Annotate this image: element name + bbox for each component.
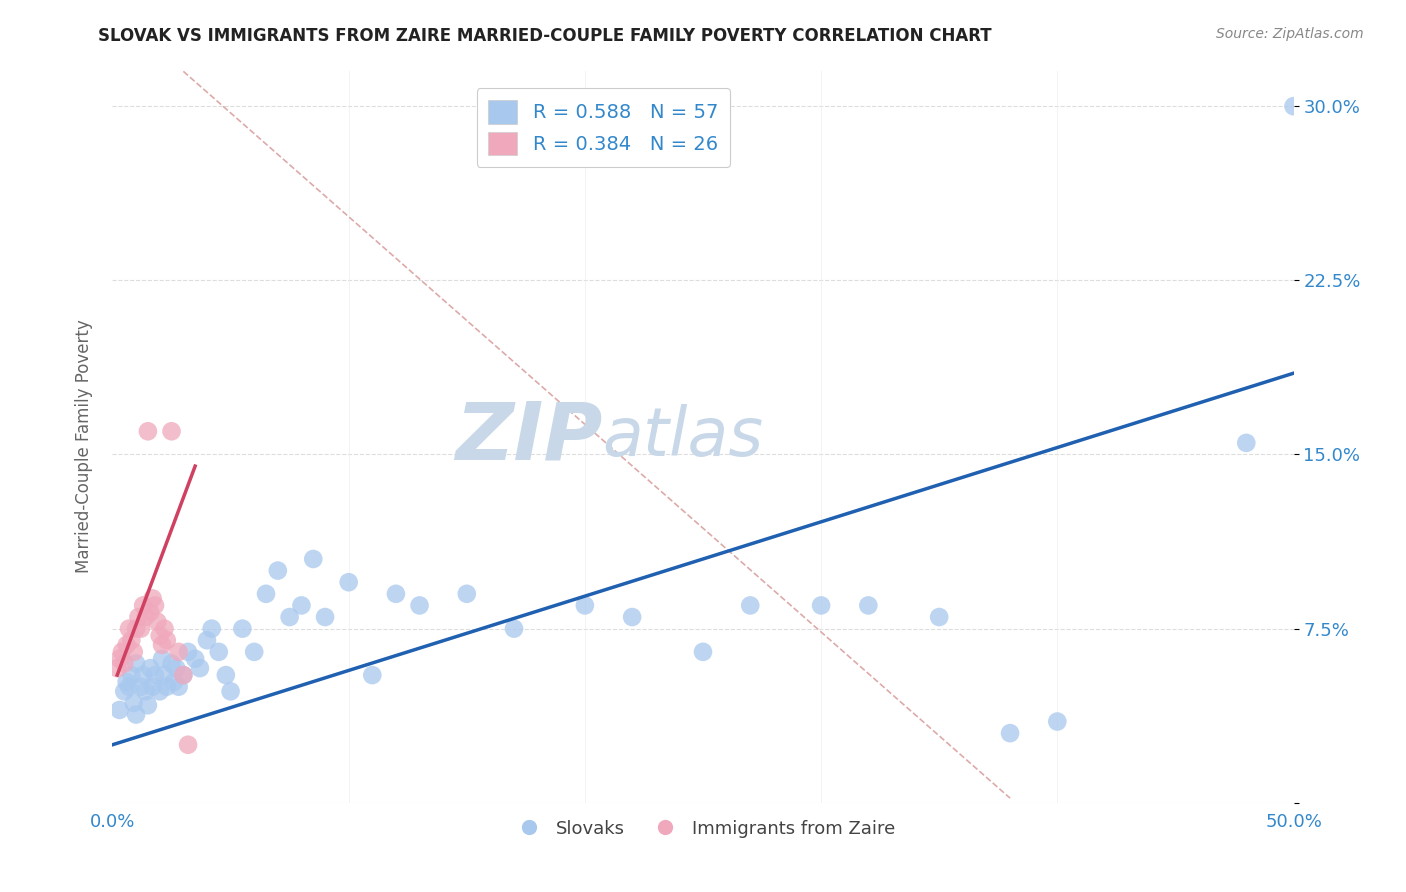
Point [385, 587, 408, 601]
Point [125, 707, 148, 722]
Point [195, 633, 218, 648]
Point [177, 645, 200, 659]
Point [153, 668, 176, 682]
Point [408, 599, 430, 613]
Point [143, 599, 166, 613]
Point [290, 599, 312, 613]
Point [215, 668, 238, 682]
Point [135, 610, 157, 624]
Point [135, 684, 157, 698]
Point [167, 645, 190, 659]
Point [574, 599, 596, 613]
Point [167, 680, 190, 694]
Point [120, 633, 142, 648]
Point [1282, 99, 1305, 113]
Point [201, 622, 224, 636]
Point [149, 629, 172, 643]
Point [160, 657, 183, 671]
Point [127, 610, 149, 624]
Point [172, 668, 194, 682]
Point [998, 726, 1021, 740]
Point [314, 610, 336, 624]
Point [156, 680, 179, 694]
Point [184, 652, 207, 666]
Point [858, 599, 880, 613]
Point [165, 661, 187, 675]
Point [361, 668, 384, 682]
Text: Married-Couple Family Poverty: Married-Couple Family Poverty [76, 319, 93, 573]
Point [132, 599, 155, 613]
Point [153, 622, 176, 636]
Point [143, 668, 166, 682]
Point [115, 675, 138, 690]
Point [692, 645, 714, 659]
Point [208, 645, 231, 659]
Point [136, 698, 159, 713]
Point [302, 552, 325, 566]
Point [150, 652, 173, 666]
Point [146, 615, 169, 629]
Point [1046, 714, 1069, 729]
Point [108, 652, 131, 666]
Point [456, 587, 478, 601]
Point [219, 684, 242, 698]
Point [810, 599, 832, 613]
Point [928, 610, 950, 624]
Point [112, 684, 135, 698]
Point [122, 696, 145, 710]
Point [118, 622, 141, 636]
Point [149, 684, 172, 698]
Text: atlas: atlas [603, 404, 763, 470]
Text: SLOVAK VS IMMIGRANTS FROM ZAIRE MARRIED-COUPLE FAMILY POVERTY CORRELATION CHART: SLOVAK VS IMMIGRANTS FROM ZAIRE MARRIED-… [98, 27, 993, 45]
Point [132, 668, 155, 682]
Point [136, 424, 159, 438]
Point [118, 680, 141, 694]
Point [142, 680, 165, 694]
Point [503, 622, 526, 636]
Point [156, 633, 179, 648]
Point [188, 661, 211, 675]
Point [129, 680, 152, 694]
Point [243, 645, 266, 659]
Point [278, 610, 301, 624]
Point [139, 606, 162, 620]
Point [337, 575, 360, 590]
Point [740, 599, 762, 613]
Point [621, 610, 644, 624]
Point [108, 703, 131, 717]
Point [105, 661, 128, 675]
Point [112, 657, 135, 671]
Text: Source: ZipAtlas.com: Source: ZipAtlas.com [1216, 27, 1364, 41]
Point [129, 622, 152, 636]
Point [115, 638, 138, 652]
Point [150, 638, 173, 652]
Point [163, 675, 186, 690]
Point [254, 587, 277, 601]
Point [267, 564, 290, 578]
Point [172, 668, 194, 682]
Text: ZIP: ZIP [456, 398, 603, 476]
Point [111, 645, 134, 659]
Point [142, 591, 165, 606]
Point [177, 738, 200, 752]
Point [125, 657, 148, 671]
Point [160, 424, 183, 438]
Point [120, 668, 142, 682]
Point [1234, 436, 1257, 450]
Point [122, 645, 145, 659]
Legend: Slovaks, Immigrants from Zaire: Slovaks, Immigrants from Zaire [503, 813, 903, 845]
Point [139, 661, 162, 675]
Point [231, 622, 253, 636]
Point [125, 622, 148, 636]
